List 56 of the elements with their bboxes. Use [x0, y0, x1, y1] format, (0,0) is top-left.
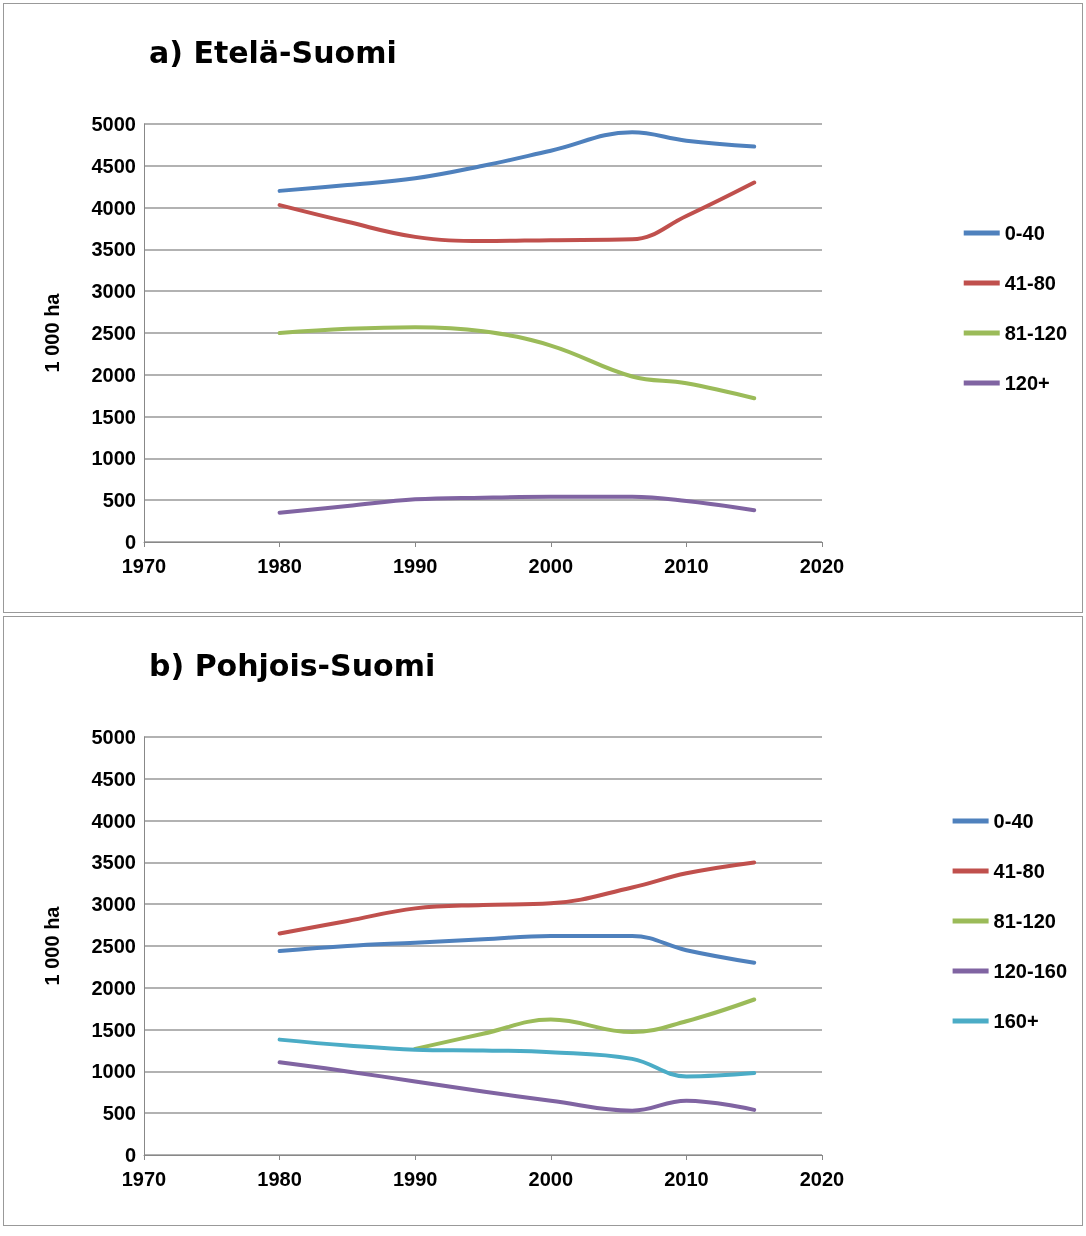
y-tick-label: 4500 — [91, 767, 136, 790]
y-tick-label: 0 — [124, 531, 136, 553]
y-axis-title: 1 000 ha — [41, 905, 63, 986]
y-tick-label: 1500 — [91, 405, 136, 428]
y-tick-label: 3000 — [91, 893, 136, 916]
y-tick-label: 500 — [102, 489, 136, 512]
y-tick-label: 2500 — [91, 322, 136, 344]
line-series — [277, 1037, 757, 1079]
x-tick-label: 2000 — [528, 555, 574, 577]
legend-label: 160+ — [993, 1010, 1039, 1032]
x-tick-label: 1970 — [121, 555, 167, 577]
legend-label: 120+ — [1004, 372, 1050, 394]
x-tick-label: 2010 — [664, 555, 709, 577]
line-series — [277, 494, 757, 515]
y-tick-label: 4000 — [91, 196, 136, 219]
line-series — [277, 130, 757, 193]
y-tick-label: 3500 — [91, 238, 136, 261]
x-tick-label: 1980 — [257, 1168, 302, 1190]
chart-title: a) Etelä-Suomi — [149, 34, 397, 70]
x-tick-label: 2000 — [528, 1168, 574, 1190]
legend-label: 41-80 — [1004, 272, 1056, 294]
x-tick-label: 2020 — [799, 1168, 845, 1190]
legend-label: 81-120 — [993, 910, 1056, 932]
x-tick-label: 2010 — [664, 1168, 709, 1190]
y-tick-label: 2000 — [91, 363, 136, 386]
y-tick-label: 1500 — [91, 1018, 136, 1041]
x-tick-label: 1990 — [392, 555, 438, 577]
y-tick-label: 5000 — [91, 726, 136, 748]
line-series — [277, 180, 757, 244]
y-tick-label: 2000 — [91, 976, 136, 999]
y-tick-label: 3500 — [91, 851, 136, 874]
legend-label: 120-160 — [993, 960, 1068, 982]
legend-label: 81-120 — [1004, 322, 1068, 344]
y-tick-label: 0 — [124, 1144, 136, 1166]
y-tick-label: 4500 — [91, 154, 136, 177]
y-tick-label: 3000 — [91, 280, 136, 303]
y-tick-label: 5000 — [91, 113, 136, 135]
y-tick-label: 2500 — [91, 935, 136, 957]
legend-label: 41-80 — [993, 860, 1045, 882]
line-series — [277, 1060, 757, 1113]
line-series — [277, 325, 757, 401]
y-tick-label: 500 — [102, 1102, 136, 1125]
y-tick-label: 4000 — [91, 809, 136, 832]
x-tick-label: 1970 — [121, 1168, 167, 1190]
chart-title: b) Pohjois-Suomi — [149, 647, 436, 683]
line-series — [277, 860, 757, 936]
y-tick-label: 1000 — [91, 447, 136, 470]
x-tick-label: 1980 — [257, 555, 302, 577]
x-tick-label: 2020 — [799, 555, 845, 577]
x-tick-label: 1990 — [392, 1168, 438, 1190]
line-series — [277, 933, 757, 965]
y-axis-title: 1 000 ha — [41, 292, 63, 373]
legend-label: 0-40 — [1004, 222, 1045, 244]
line-series — [413, 997, 757, 1051]
legend-label: 0-40 — [993, 810, 1034, 832]
y-tick-label: 1000 — [91, 1060, 136, 1083]
